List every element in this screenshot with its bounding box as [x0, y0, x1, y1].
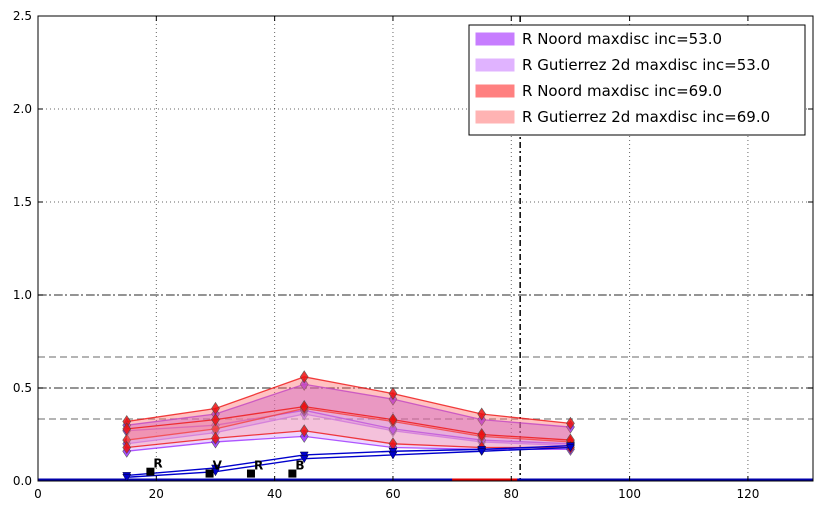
band-fill: [126, 376, 571, 442]
diamond-marker: [299, 370, 309, 384]
triangle-marker: [122, 474, 132, 482]
band-lower-line: [126, 407, 571, 443]
legend-entry-label: R Noord maxdisc inc=69.0: [522, 82, 722, 100]
diamond-marker: [388, 387, 398, 401]
y-tick-label: 2.0: [13, 102, 32, 116]
diamond-marker: [122, 422, 132, 436]
square-marker: [205, 469, 214, 478]
legend-box: [468, 24, 806, 136]
y-tick-label: 0.5: [13, 381, 32, 395]
diamond-marker: [477, 427, 487, 442]
band-lower-line: [126, 430, 571, 449]
legend-swatch: [475, 58, 515, 72]
diamond-marker: [477, 407, 487, 421]
diamond-marker: [388, 413, 398, 427]
band-upper-line: [126, 409, 571, 445]
square-label: B: [295, 459, 304, 473]
axes-frame: [37, 15, 814, 482]
square-label: R: [153, 457, 162, 471]
square-marker: [288, 469, 297, 478]
triangle-marker: [566, 444, 575, 453]
legend-entry-label: R Gutierrez 2d maxdisc inc=53.0: [522, 56, 770, 74]
x-tick-label: 0: [34, 487, 42, 501]
diamond-marker: [122, 440, 132, 455]
band-fill: [126, 410, 571, 452]
y-tick-label: 1.5: [13, 195, 32, 209]
square-marker: [146, 467, 155, 476]
triangle-marker: [388, 451, 398, 460]
diamond-marker: [211, 413, 220, 427]
band-upper-line: [126, 383, 571, 428]
triangle-marker: [477, 447, 487, 456]
x-tick-label: 80: [504, 487, 519, 501]
blue-series-line: [126, 446, 571, 478]
square-label: R: [254, 459, 263, 473]
legend-swatch: [475, 110, 515, 124]
blue-line-1: [122, 444, 575, 482]
x-tick-label: 20: [149, 487, 164, 501]
band-lower-line: [126, 413, 571, 447]
diamond-marker: [388, 422, 398, 436]
square-label: V: [213, 459, 223, 473]
legend-entry-label: R Gutierrez 2d maxdisc inc=69.0: [522, 108, 770, 126]
square-marker: [246, 469, 255, 478]
blue-series-line: [126, 444, 571, 477]
diamond-marker: [299, 424, 309, 438]
diamond-marker: [299, 400, 309, 414]
y-tick-label: 0.0: [13, 474, 32, 488]
x-tick-label: 120: [736, 487, 759, 501]
ticks-layer: 0 20 40 60 80 100 120 0.0 0.5 1.0 1.5 2.0 2.5: [13, 9, 813, 501]
triangle-marker: [299, 455, 309, 464]
legend-swatch: [475, 84, 515, 98]
y-tick-label: 2.5: [13, 9, 32, 23]
legend-entry-label: R Noord maxdisc inc=53.0: [522, 30, 722, 48]
diamond-marker: [211, 431, 220, 445]
bands-layer: [122, 370, 575, 458]
legend: R Noord maxdisc inc=53.0 R Gutierrez 2d m…: [468, 24, 806, 136]
x-tick-label: 40: [267, 487, 282, 501]
y-tick-label: 1.0: [13, 288, 32, 302]
diamond-marker: [299, 377, 309, 391]
band-upper-line: [126, 405, 571, 441]
x-tick-label: 60: [385, 487, 400, 501]
diamond-marker: [566, 416, 575, 430]
legend-swatch: [475, 32, 515, 46]
reference-lines: [38, 16, 813, 481]
blue-lines-layer: [38, 442, 813, 482]
band-upper-line: [126, 376, 571, 424]
x-tick-label: 100: [618, 487, 641, 501]
